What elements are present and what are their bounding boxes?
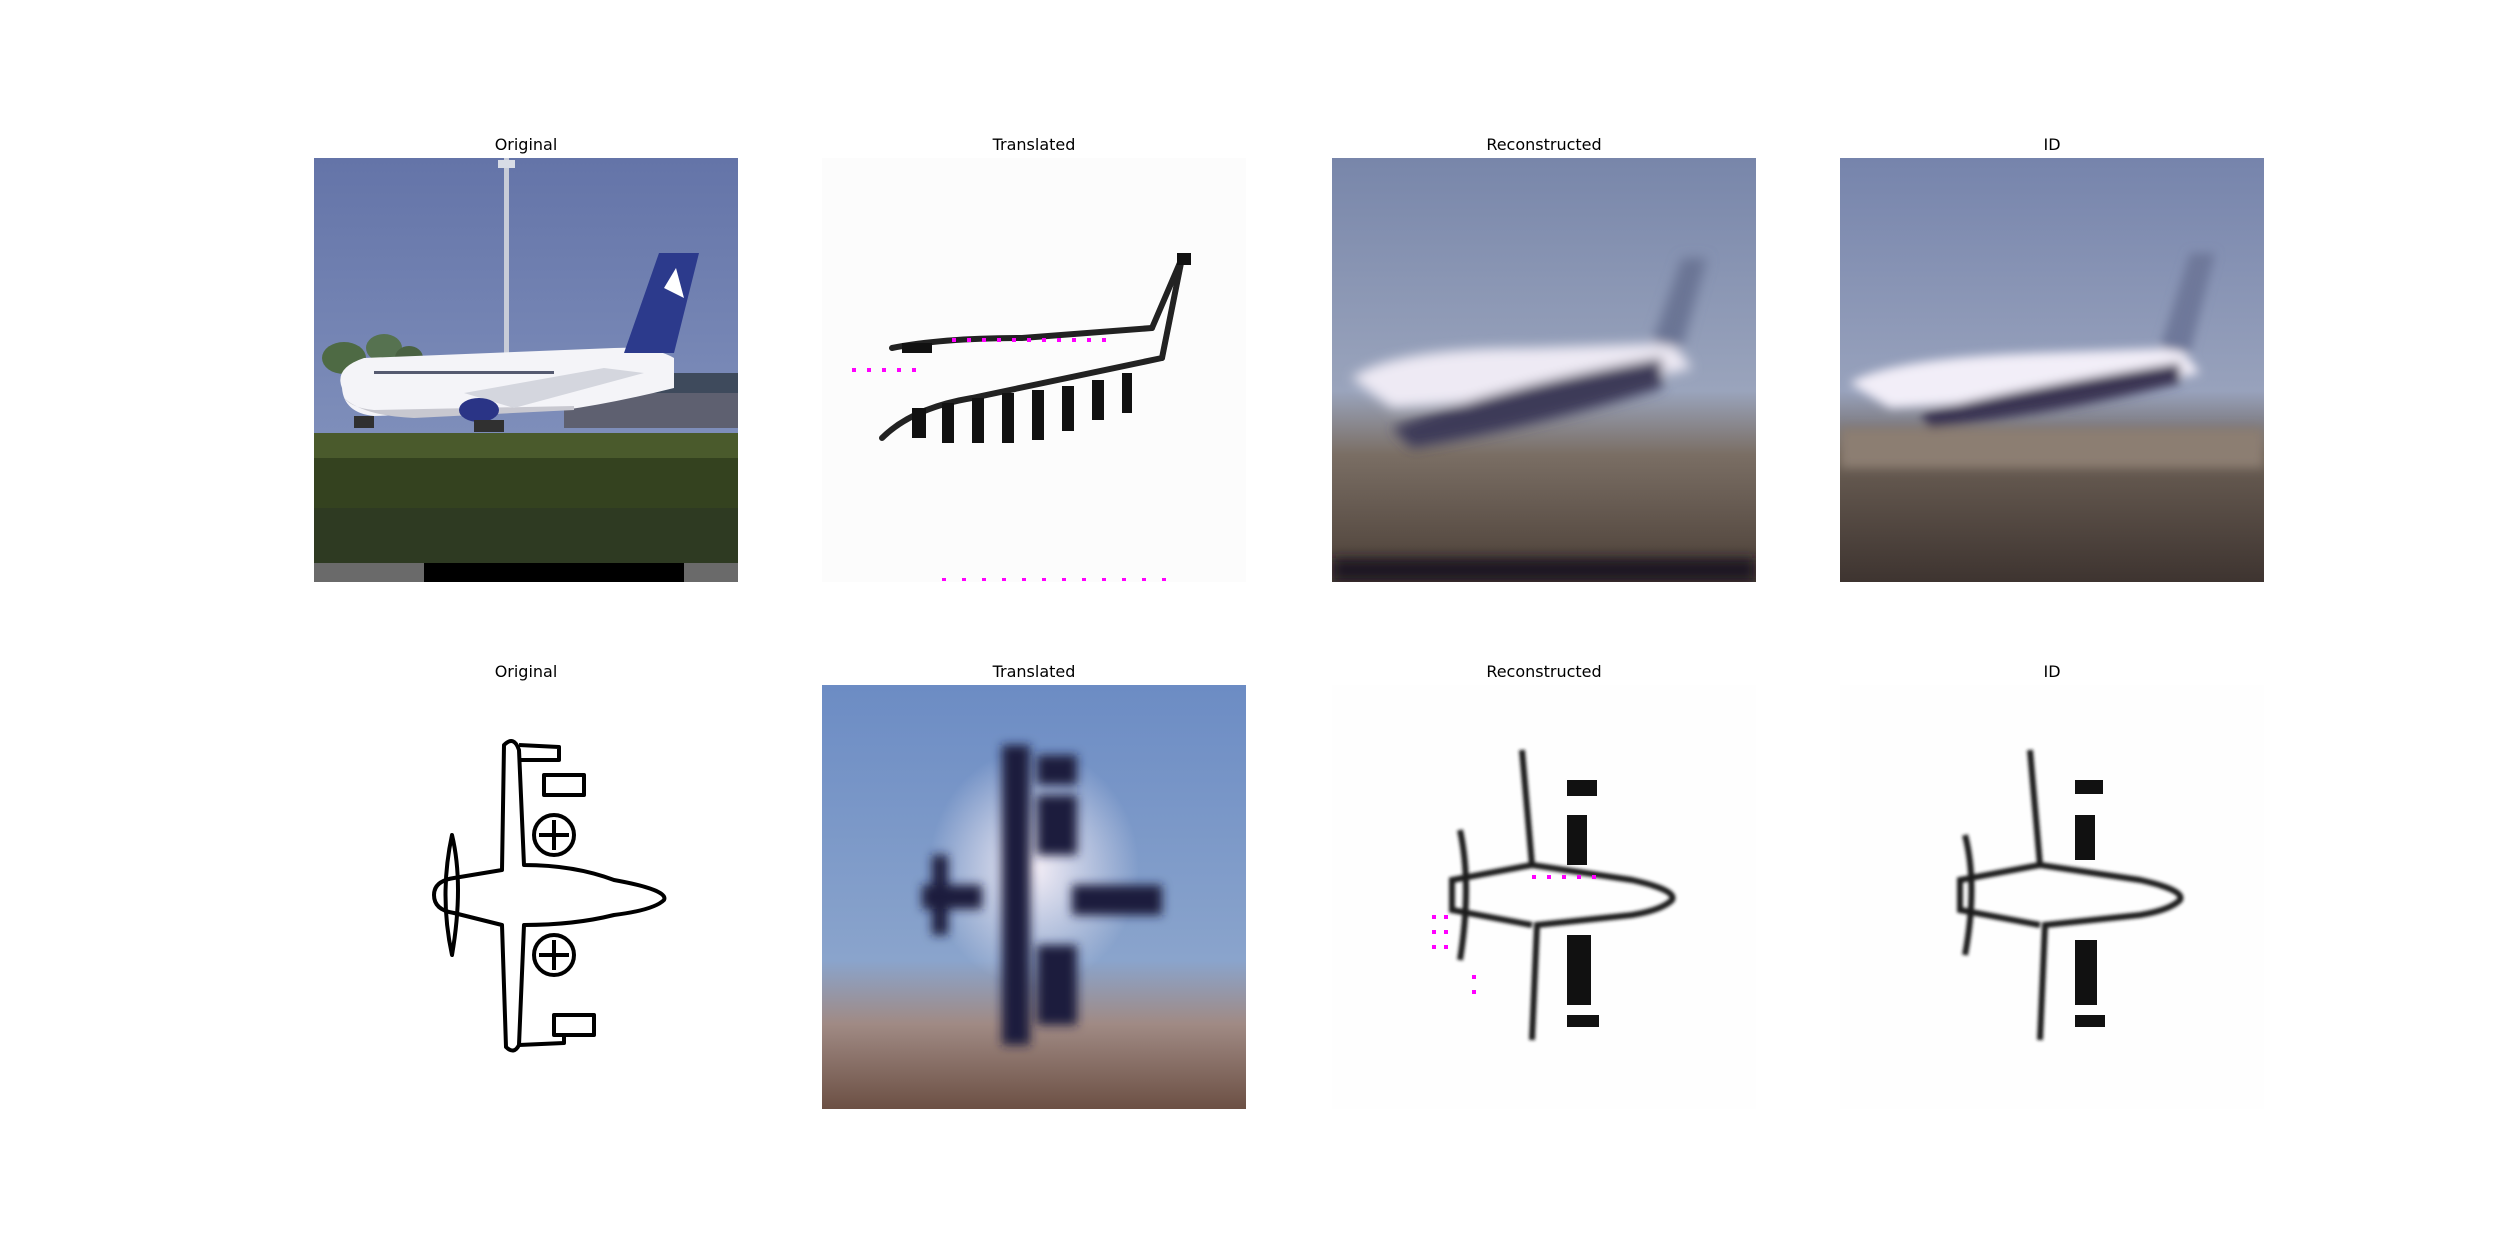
airplane-sketch-identity [1840, 685, 2264, 1109]
airplane-sketch-original [314, 685, 738, 1109]
panel-title: Reconstructed [1486, 135, 1602, 154]
panel-title: Original [494, 135, 558, 154]
airliner-photo-original [314, 158, 738, 582]
airplane-translated-photo [822, 685, 1246, 1109]
panel-title: ID [2043, 135, 2061, 154]
panel-title: ID [2043, 662, 2061, 681]
airplane-sketch-reconstructed [1332, 685, 1756, 1109]
airliner-translated-sketch [822, 158, 1246, 582]
airliner-reconstructed [1332, 158, 1756, 582]
panel-title: Translated [992, 662, 1076, 681]
panel-title: Translated [992, 135, 1076, 154]
airliner-identity [1840, 158, 2264, 582]
panel-title: Reconstructed [1486, 662, 1602, 681]
panel-title: Original [494, 662, 558, 681]
